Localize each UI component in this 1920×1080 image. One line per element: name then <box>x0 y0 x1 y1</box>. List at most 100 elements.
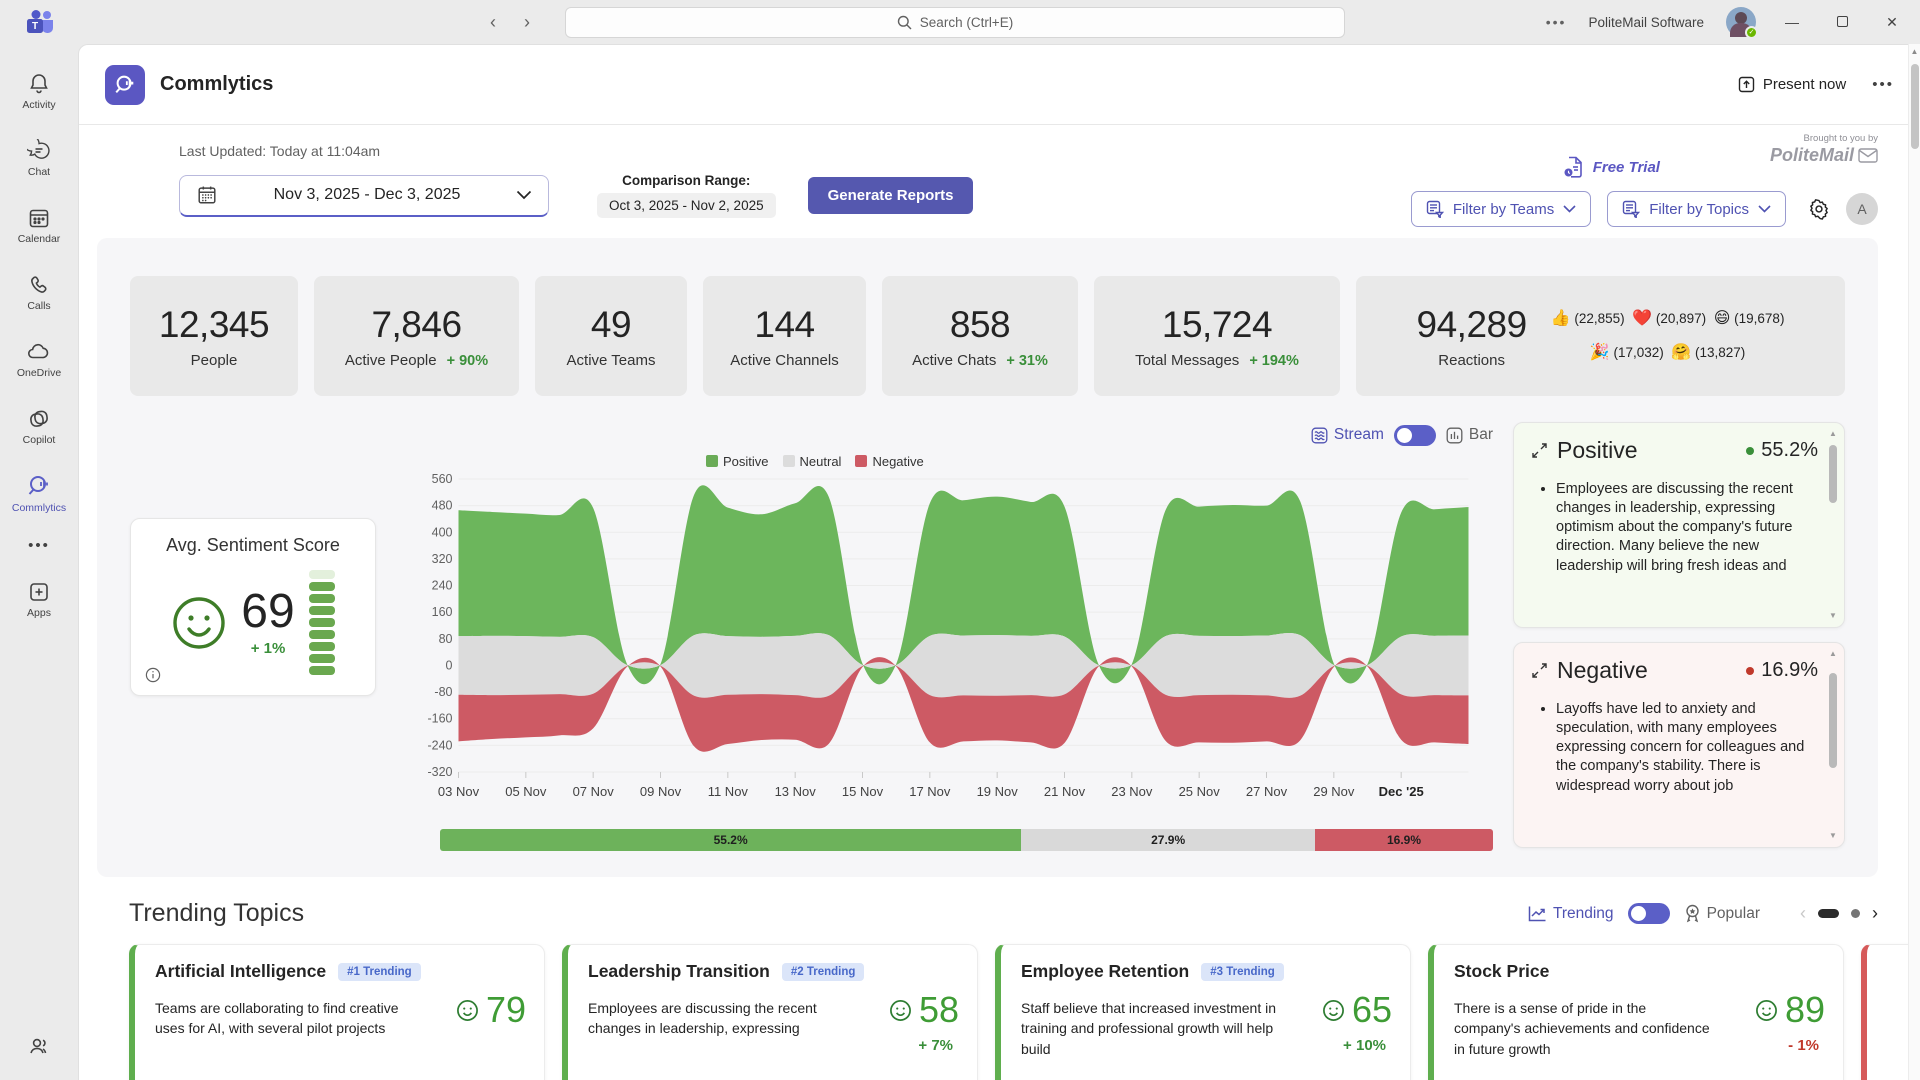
back-button[interactable]: ‹ <box>490 11 496 32</box>
search-icon <box>897 15 912 29</box>
scroll-up-icon[interactable]: ▲ <box>1910 47 1919 56</box>
search-placeholder: Search (Ctrl+E) <box>919 14 1014 30</box>
sentiment-delta: + 1% <box>250 640 286 657</box>
panel-bullets: Employees are discussing the recent chan… <box>1532 480 1818 576</box>
sidebar-item-commlytics[interactable]: Commlytics <box>4 462 74 524</box>
svg-text:240: 240 <box>432 579 453 593</box>
minimize-button[interactable]: — <box>1785 14 1799 30</box>
app-header: Commlytics Present now ••• <box>79 45 1920 125</box>
sentiment-card-title: Avg. Sentiment Score <box>166 535 340 555</box>
party-emoji-icon: 🎉 <box>1589 344 1610 361</box>
filter-by-topics-button[interactable]: Filter by Topics <box>1607 191 1786 227</box>
delta-badge: + 194% <box>1249 352 1299 369</box>
sidebar-item-apps[interactable]: Apps <box>4 568 74 630</box>
sidebar-item-chat[interactable]: Chat <box>4 127 74 189</box>
page-title: Commlytics <box>160 73 274 95</box>
topic-score: 65 <box>1322 989 1392 1031</box>
trending-card-leadership-transition[interactable]: Leadership Transition #2 Trending Employ… <box>562 944 978 1080</box>
envelope-icon <box>1858 148 1878 163</box>
account-avatar[interactable]: A <box>1846 193 1878 225</box>
maximize-button[interactable] <box>1828 14 1856 30</box>
close-button[interactable]: ✕ <box>1886 13 1898 30</box>
sentiment-chart-zone: Stream Bar Positive Neutral Negative <box>396 422 1493 851</box>
trending-view-label[interactable]: Trending <box>1528 905 1614 923</box>
next-page-button[interactable]: › <box>1872 903 1878 923</box>
stat-active-channels: 144 Active Channels <box>703 276 866 396</box>
cloud-icon <box>28 343 49 358</box>
chevron-down-icon <box>516 190 532 200</box>
rail-more-icon[interactable]: ••• <box>28 537 50 554</box>
org-name[interactable]: PoliteMail Software <box>1588 14 1704 30</box>
phone-icon <box>31 275 47 293</box>
expand-icon[interactable] <box>1532 443 1547 458</box>
sidebar-item-calls[interactable]: Calls <box>4 261 74 323</box>
hug-emoji-icon: 🤗 <box>1671 344 1692 361</box>
smiley-icon <box>1756 999 1777 1021</box>
generate-reports-button[interactable]: Generate Reports <box>807 177 974 214</box>
forward-button[interactable]: › <box>524 11 530 32</box>
panel-title: Negative <box>1557 657 1648 683</box>
svg-text:19 Nov: 19 Nov <box>977 784 1019 799</box>
prev-page-button[interactable]: ‹ <box>1800 903 1806 923</box>
svg-text:09 Nov: 09 Nov <box>640 784 682 799</box>
svg-text:05 Nov: 05 Nov <box>505 784 547 799</box>
people-shortcut[interactable] <box>27 1034 51 1058</box>
svg-text:21 Nov: 21 Nov <box>1044 784 1086 799</box>
info-icon[interactable] <box>145 667 161 683</box>
settings-button[interactable] <box>1808 198 1830 220</box>
window-scrollbar[interactable]: ▲ <box>1908 44 1920 1080</box>
sidebar-item-onedrive[interactable]: OneDrive <box>4 328 74 390</box>
smiley-icon <box>1323 999 1344 1021</box>
expand-icon[interactable] <box>1532 663 1547 678</box>
page-indicator[interactable] <box>1851 909 1860 918</box>
page-indicator-active[interactable] <box>1818 909 1839 918</box>
header-more-icon[interactable]: ••• <box>1872 76 1894 93</box>
trending-popular-toggle[interactable] <box>1627 903 1670 924</box>
stream-view-label[interactable]: Stream <box>1311 426 1384 444</box>
politemail-brand: Brought to you by PoliteMail <box>1769 133 1878 165</box>
filter-by-teams-button[interactable]: Filter by Teams <box>1410 191 1592 227</box>
panel-scrollbar[interactable]: ▲ ▼ <box>1829 649 1837 840</box>
trending-rank-badge: #1 Trending <box>338 962 421 981</box>
sidebar-item-copilot[interactable]: Copilot <box>4 395 74 457</box>
stream-bar-toggle[interactable] <box>1393 424 1436 446</box>
legend-negative: Negative <box>855 454 924 469</box>
chat-icon <box>27 138 50 159</box>
svg-text:80: 80 <box>439 632 453 646</box>
teams-logo-icon[interactable]: T <box>24 7 58 37</box>
popular-view-label[interactable]: Popular <box>1684 904 1760 923</box>
present-now-button[interactable]: Present now <box>1738 76 1846 93</box>
scrollbar-thumb[interactable] <box>1911 64 1919 149</box>
sidebar-item-calendar[interactable]: Calendar <box>4 194 74 256</box>
trending-card-employee-retention[interactable]: Employee Retention #3 Trending Staff bel… <box>995 944 1411 1080</box>
thumbs-up-emoji-icon: 👍 <box>1550 310 1571 328</box>
calendar-icon <box>29 209 49 227</box>
trending-pager: ‹ › <box>1800 903 1878 924</box>
sentiment-gauge <box>308 570 335 675</box>
svg-text:23 Nov: 23 Nov <box>1111 784 1153 799</box>
svg-text:560: 560 <box>432 472 453 486</box>
date-range-picker[interactable]: Nov 3, 2025 - Dec 3, 2025 <box>179 174 549 217</box>
sentiment-summary-bar: 55.2% 27.9% 16.9% <box>440 829 1493 851</box>
titlebar-more-icon[interactable]: ••• <box>1545 14 1567 30</box>
heart-emoji-icon: ❤️ <box>1632 310 1653 328</box>
svg-text:07 Nov: 07 Nov <box>573 784 615 799</box>
gear-icon <box>1810 199 1828 220</box>
titlebar: T ‹ › Search (Ctrl+E) ••• PoliteMail Sof… <box>0 0 1920 44</box>
svg-text:-160: -160 <box>427 712 452 726</box>
user-avatar[interactable]: ✓ <box>1726 7 1758 39</box>
stat-active-teams: 49 Active Teams <box>535 276 687 396</box>
search-input[interactable]: Search (Ctrl+E) <box>565 6 1345 38</box>
panel-scrollbar[interactable]: ▲ ▼ <box>1829 429 1837 620</box>
stat-total-messages: 15,724 Total Messages + 194% <box>1094 276 1340 396</box>
panel-bullets: Layoffs have led to anxiety and speculat… <box>1532 700 1818 796</box>
sidebar-item-activity[interactable]: Activity <box>4 60 74 122</box>
smiley-icon <box>173 596 225 649</box>
comparison-label: Comparison Range: <box>622 173 751 188</box>
list-filter-icon <box>1623 200 1641 218</box>
trending-card-artificial-intelligence[interactable]: Artificial Intelligence #1 Trending Team… <box>129 944 545 1080</box>
bar-view-label[interactable]: Bar <box>1446 426 1493 444</box>
reaction-breakdown: 👍 (22,855) ❤️ (20,897) 😄 (19,678) 🎉 (17,… <box>1550 310 1785 361</box>
trending-card-stock-price[interactable]: Stock Price There is a sense of pride in… <box>1428 944 1844 1080</box>
sentiment-stream-chart[interactable]: 560 480 400 320 240 160 80 0 -80 -160 -240 -320 03 N… <box>396 469 1493 814</box>
